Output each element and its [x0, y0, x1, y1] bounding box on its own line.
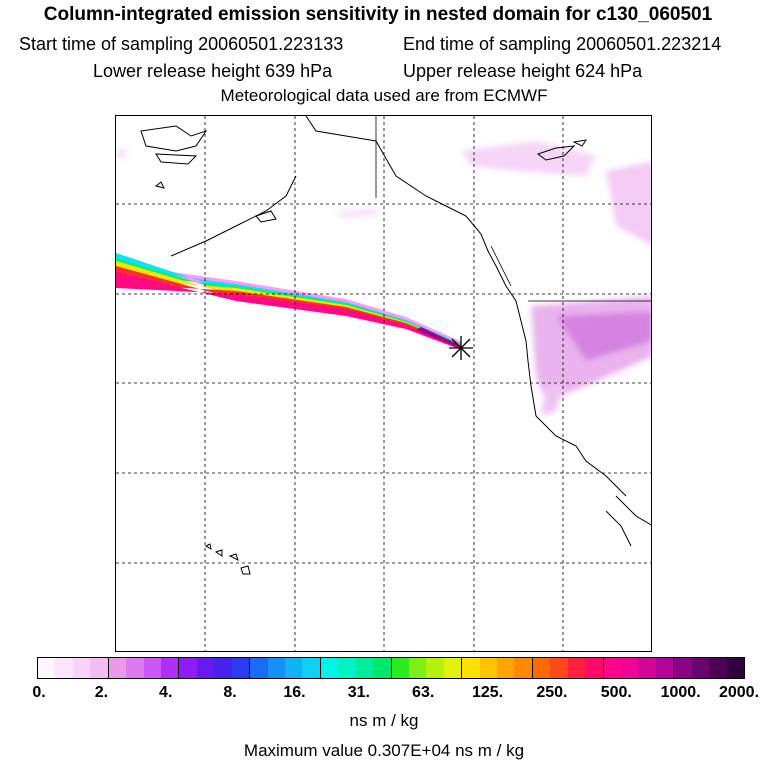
color-scale-tick-label: 31. — [347, 684, 370, 701]
color-scale-segment — [179, 658, 251, 678]
color-scale-tick-label: 250. — [536, 684, 568, 701]
color-swatch — [514, 658, 532, 678]
color-swatch — [320, 658, 339, 678]
color-scale-segment — [250, 658, 321, 678]
color-scale-tick-label: 0. — [32, 684, 46, 701]
color-swatch — [179, 658, 197, 678]
color-swatch — [709, 658, 727, 678]
color-swatch — [373, 658, 391, 678]
met-data-label: Meteorological data used are from ECMWF — [220, 86, 548, 105]
color-swatch — [585, 658, 603, 678]
release-point-marker — [449, 336, 473, 360]
color-swatch — [443, 658, 462, 678]
color-scale-segment — [38, 658, 109, 678]
color-swatch — [196, 658, 215, 678]
color-scale-tick-label: 500. — [600, 684, 632, 701]
color-swatch — [160, 658, 179, 678]
map-canvas — [116, 116, 651, 651]
max-value-label: Maximum value 0.307E+04 ns m / kg — [243, 741, 525, 760]
color-swatch — [655, 658, 674, 678]
plot-title: Column-integrated emission sensitivity i… — [43, 4, 713, 25]
color-swatch — [638, 658, 656, 678]
color-scale-segment — [462, 658, 533, 678]
color-swatch — [38, 658, 56, 678]
color-swatch — [231, 658, 250, 678]
start-time-label: Start time of sampling 20060501.223133 — [19, 34, 344, 54]
color-scale-segment — [674, 658, 745, 678]
color-scale-tick-label: 125. — [471, 684, 504, 701]
color-swatch — [674, 658, 692, 678]
coastlines — [140, 116, 651, 575]
color-swatch — [284, 658, 303, 678]
color-swatch — [462, 658, 480, 678]
color-scale-tick-label: 4. — [159, 684, 173, 701]
color-swatch — [621, 658, 639, 678]
color-scale-segment — [603, 658, 675, 678]
color-swatch — [479, 658, 498, 678]
color-scale-tick-label: 2. — [94, 684, 109, 701]
color-swatch — [426, 658, 444, 678]
color-swatch — [302, 658, 320, 678]
color-swatch — [408, 658, 427, 678]
color-scale-segment — [320, 658, 392, 678]
color-swatch — [567, 658, 586, 678]
color-swatch — [267, 658, 285, 678]
color-swatch — [126, 658, 144, 678]
color-swatch — [108, 658, 127, 678]
units-label: ns m / kg — [349, 711, 419, 730]
color-swatch — [90, 658, 108, 678]
color-scale-tick-label: 16. — [283, 684, 306, 701]
color-scale-tick-label: 8. — [223, 684, 237, 701]
color-scale-segment — [532, 658, 604, 678]
color-scale-bar — [37, 657, 745, 679]
color-scale-segment — [391, 658, 463, 678]
color-swatch — [55, 658, 73, 678]
plume — [116, 253, 462, 349]
color-swatch — [72, 658, 91, 678]
lower-release-label: Lower release height 639 hPa — [93, 61, 333, 81]
borders — [375, 116, 651, 302]
color-swatch — [143, 658, 161, 678]
color-swatch — [355, 658, 374, 678]
color-scale-tick-label: 1000. — [660, 684, 701, 701]
map-panel — [115, 115, 652, 652]
color-swatch — [550, 658, 568, 678]
color-swatch — [532, 658, 551, 678]
color-swatch — [603, 658, 622, 678]
end-time-label: End time of sampling 20060501.223214 — [403, 34, 722, 54]
color-swatch — [391, 658, 409, 678]
color-swatch — [497, 658, 515, 678]
upper-release-label: Upper release height 624 hPa — [403, 61, 643, 81]
color-scale-segment — [108, 658, 180, 678]
color-swatch — [250, 658, 268, 678]
color-scale-tick-label: 2000. — [718, 684, 760, 701]
color-swatch — [338, 658, 356, 678]
color-swatch — [214, 658, 232, 678]
color-scale-tick-label: 63. — [412, 684, 435, 701]
color-swatch — [726, 658, 745, 678]
land-sensitivity-field — [116, 141, 651, 416]
color-swatch — [691, 658, 710, 678]
